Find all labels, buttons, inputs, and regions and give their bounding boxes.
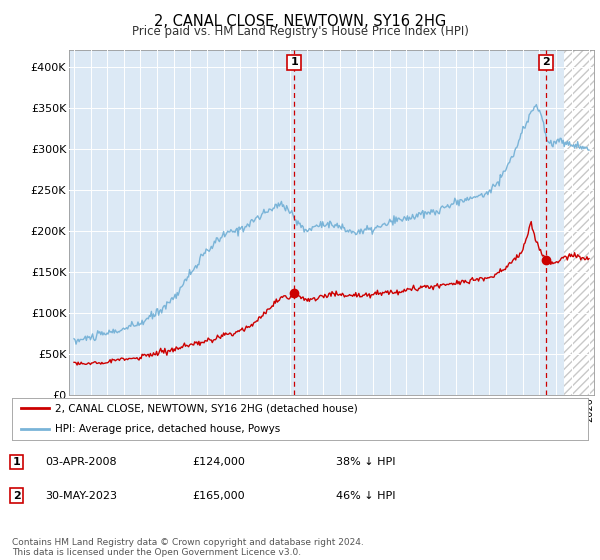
Text: 1: 1 bbox=[290, 57, 298, 67]
Text: Price paid vs. HM Land Registry's House Price Index (HPI): Price paid vs. HM Land Registry's House … bbox=[131, 25, 469, 38]
Text: £165,000: £165,000 bbox=[192, 491, 245, 501]
Text: 2: 2 bbox=[13, 491, 20, 501]
Text: 30-MAY-2023: 30-MAY-2023 bbox=[45, 491, 117, 501]
Text: 2: 2 bbox=[542, 57, 550, 67]
Text: Contains HM Land Registry data © Crown copyright and database right 2024.
This d: Contains HM Land Registry data © Crown c… bbox=[12, 538, 364, 557]
Text: 1: 1 bbox=[13, 457, 20, 467]
Text: HPI: Average price, detached house, Powys: HPI: Average price, detached house, Powy… bbox=[55, 424, 280, 434]
Text: 2, CANAL CLOSE, NEWTOWN, SY16 2HG (detached house): 2, CANAL CLOSE, NEWTOWN, SY16 2HG (detac… bbox=[55, 403, 358, 413]
Text: £124,000: £124,000 bbox=[192, 457, 245, 467]
Text: 46% ↓ HPI: 46% ↓ HPI bbox=[336, 491, 395, 501]
Text: 2, CANAL CLOSE, NEWTOWN, SY16 2HG: 2, CANAL CLOSE, NEWTOWN, SY16 2HG bbox=[154, 14, 446, 29]
Text: 38% ↓ HPI: 38% ↓ HPI bbox=[336, 457, 395, 467]
Text: 03-APR-2008: 03-APR-2008 bbox=[45, 457, 116, 467]
Bar bbox=[564, 50, 600, 395]
